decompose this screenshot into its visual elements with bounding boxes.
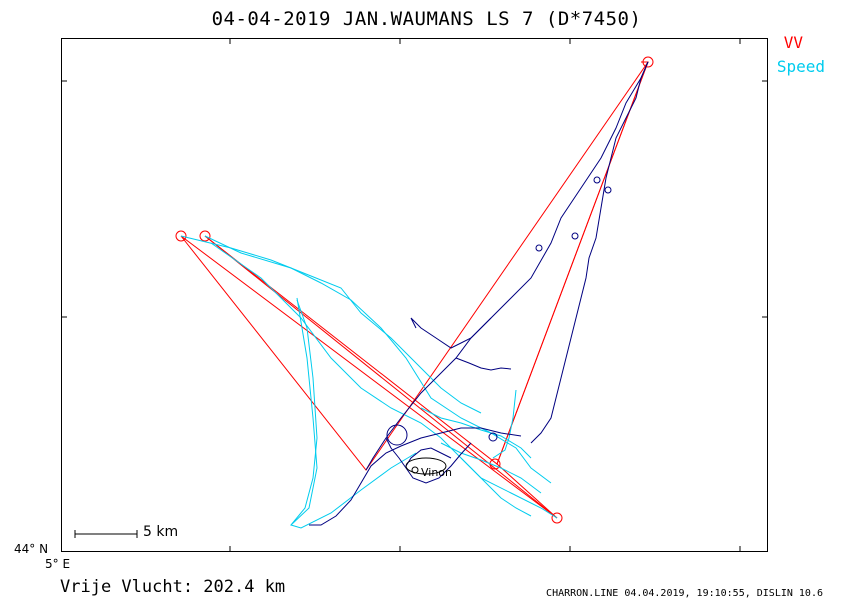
climb-track (309, 61, 649, 526)
turnpoint-nw2 (199, 230, 211, 242)
speed-track (180, 235, 558, 529)
thermal-circle-4 (593, 176, 601, 184)
thermal-markers (386, 176, 612, 446)
legend-vv: VV (783, 33, 803, 52)
longitude-label: 5° E (45, 557, 71, 571)
thermal-circle-3 (535, 244, 543, 252)
flight-map (61, 38, 768, 552)
axis-ticks (61, 38, 768, 552)
legend-speed: Speed (776, 57, 825, 76)
thermal-circle-5 (604, 186, 612, 194)
scale-label: 5 km (143, 524, 179, 540)
thermal-circle-1 (386, 424, 408, 446)
thermal-circle-6 (571, 232, 579, 240)
free-flight-distance: Vrije Vlucht: 202.4 km (60, 577, 286, 597)
turnpoint-nw1 (175, 230, 187, 242)
home-airfield (405, 457, 447, 475)
turnpoints (175, 56, 654, 524)
turnpoint-se (551, 512, 563, 524)
task-lines (180, 61, 649, 519)
scale-bar (74, 530, 138, 538)
footer-credit: CHARRON.LINE 04.04.2019, 19:10:55, DISLI… (546, 588, 823, 599)
turnpoint-ne (642, 56, 654, 68)
thermal-circle-2 (488, 432, 498, 442)
page-title: 04-04-2019 JAN.WAUMANS LS 7 (D*7450) (211, 8, 642, 30)
map-frame (61, 38, 768, 552)
town-label: Vinon (421, 466, 453, 479)
latitude-label: 44° N (14, 542, 49, 556)
task-line-1 (180, 61, 649, 519)
task-line-3 (204, 235, 558, 519)
task-line-2 (204, 61, 649, 465)
airfield-outline (405, 457, 447, 475)
